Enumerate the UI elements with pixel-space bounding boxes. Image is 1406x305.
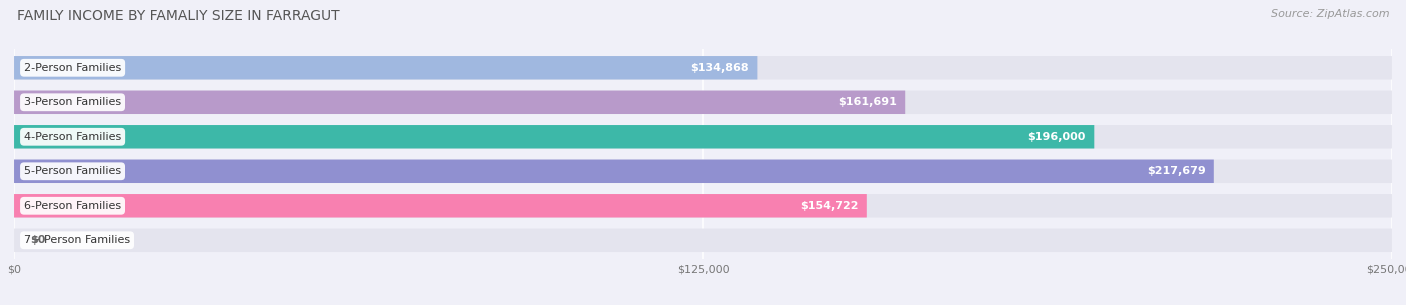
Text: $217,679: $217,679	[1147, 166, 1205, 176]
FancyBboxPatch shape	[14, 228, 1392, 252]
Text: 6-Person Families: 6-Person Families	[24, 201, 121, 211]
FancyBboxPatch shape	[14, 56, 758, 80]
Text: FAMILY INCOME BY FAMALIY SIZE IN FARRAGUT: FAMILY INCOME BY FAMALIY SIZE IN FARRAGU…	[17, 9, 339, 23]
Text: $0: $0	[31, 235, 46, 245]
Text: $134,868: $134,868	[690, 63, 749, 73]
FancyBboxPatch shape	[14, 194, 1392, 217]
Text: 3-Person Families: 3-Person Families	[24, 97, 121, 107]
FancyBboxPatch shape	[14, 160, 1213, 183]
FancyBboxPatch shape	[14, 194, 868, 217]
FancyBboxPatch shape	[14, 91, 905, 114]
Text: 2-Person Families: 2-Person Families	[24, 63, 121, 73]
Text: $154,722: $154,722	[800, 201, 859, 211]
FancyBboxPatch shape	[14, 125, 1392, 149]
FancyBboxPatch shape	[14, 56, 1392, 80]
FancyBboxPatch shape	[14, 125, 1094, 149]
Text: 5-Person Families: 5-Person Families	[24, 166, 121, 176]
Text: 4-Person Families: 4-Person Families	[24, 132, 121, 142]
FancyBboxPatch shape	[14, 91, 1392, 114]
FancyBboxPatch shape	[14, 160, 1392, 183]
Text: $196,000: $196,000	[1028, 132, 1085, 142]
Text: $161,691: $161,691	[838, 97, 897, 107]
Text: Source: ZipAtlas.com: Source: ZipAtlas.com	[1271, 9, 1389, 19]
Text: 7+ Person Families: 7+ Person Families	[24, 235, 131, 245]
